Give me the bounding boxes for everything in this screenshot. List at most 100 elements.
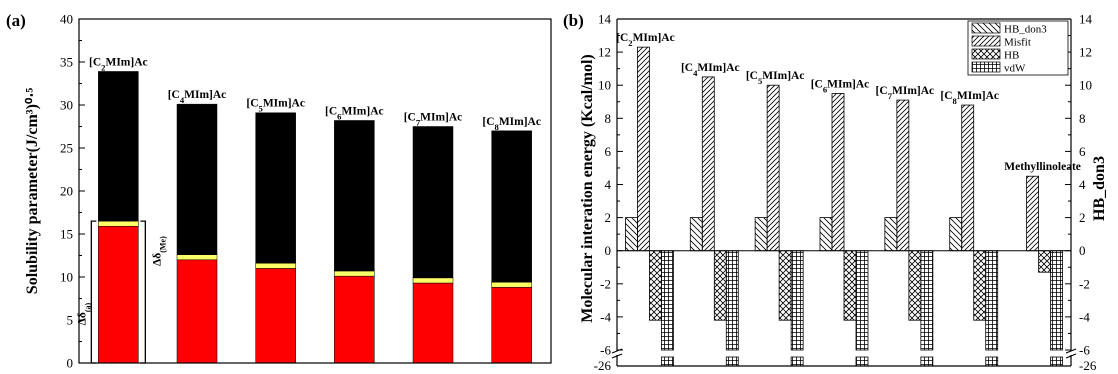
bar-label-[C6MIm]Ac: [C6MIm]Ac [811,78,870,94]
bar-vdW-[C6MIm]Ac [855,250,869,351]
y-tick-label: 10 [60,270,73,285]
bar-label-Methyllinoleate: Methyllinoleate [1004,161,1081,173]
bar-label-[C2MIm]Ac: [C2MIm]Ac [616,32,675,48]
y-tick-label: 40 [60,12,73,27]
y-axis-title: Molecular interation energy (Kcal/mol) [579,54,596,323]
bar-[C2MIm]Ac-segment-1 [98,220,139,227]
bar-label-[C6MIm]Ac-post: MIm]Ac [341,105,383,117]
bar-label-[C7MIm]Ac-post: MIm]Ac [420,112,462,124]
bar-[C5MIm]Ac-segment-2 [255,112,296,264]
y2-tick-label: 4 [1079,177,1086,192]
bar-label-[C6MIm]Ac-sub: 6 [823,84,828,94]
bar-vdW-[C4MIm]Ac-lower [725,356,739,367]
y-tick-label: 4 [605,177,612,192]
bar-label-[C2MIm]Ac-post: MIm]Ac [633,32,675,44]
bar-label-[C7MIm]Ac-sub: 7 [888,91,893,101]
bar-label-[C8MIm]Ac-post: MIm]Ac [957,90,999,102]
y-tick-label: 6 [605,144,612,159]
y-tick-label: -2 [600,276,611,291]
bar-label-[C8MIm]Ac-pre: [C [482,116,494,128]
bar-label-[C5MIm]Ac-pre: [C [746,70,758,82]
bar-[C5MIm]Ac-segment-1 [255,262,296,269]
y2-tick-label-broken: -26 [1079,358,1097,373]
bar-HB_don3-[C6MIm]Ac [819,217,833,252]
bar-HB-[C4MIm]Ac [713,250,727,321]
bar-label-[C6MIm]Ac: [C6MIm]Ac [325,105,384,121]
bar-vdW-[C5MIm]Ac-lower [790,356,804,367]
bar-label-[C8MIm]Ac-pre: [C [940,90,952,102]
panel-a-bars: [C2MIm]Ac[C4MIm]Ac[C5MIm]Ac[C6MIm]Ac[C7M… [89,56,541,364]
legend-label-HB: HB [1004,50,1019,62]
bar-vdW-[C2MIm]Ac-lower [661,356,674,367]
delta-a-label: Δδ(a) [76,302,92,325]
bar-label-[C4MIm]Ac: [C4MIm]Ac [168,89,227,105]
y2-tick-label: 6 [1079,144,1086,159]
bar-label-[C4MIm]Ac-sub: 4 [180,95,185,105]
y2-axis-title: HB_don3 [1091,156,1108,221]
y-tick-label: 12 [598,45,611,60]
y2-tick-label: 14 [1079,12,1093,27]
panel-a-annotations: Δδ(a)Δδ(Me) [76,220,167,364]
bar-HB_don3-[C7MIm]Ac [884,217,898,252]
bar-vdW-[C4MIm]Ac [725,250,739,351]
bar-vdW-[C8MIm]Ac [985,250,999,351]
bar-vdW-[C7MIm]Ac-lower [920,356,934,367]
y-tick-label: 15 [60,227,73,242]
delta-a-sub: (a) [83,302,92,312]
bar-label-[C8MIm]Ac-post: MIm]Ac [499,116,541,128]
bar-label-[C7MIm]Ac-pre: [C [876,85,888,97]
y-tick-label: -4 [600,309,611,324]
bar-Misfit-[C2MIm]Ac [637,46,650,252]
bar-label-[C2MIm]Ac-post: MIm]Ac [105,56,147,68]
bar-label-[C8MIm]Ac: [C8MIm]Ac [940,90,999,106]
delta-me-label: Δδ(Me) [151,236,167,266]
bar-[C8MIm]Ac-segment-1 [491,281,532,288]
y2-tick-label: 0 [1079,243,1086,258]
bar-Misfit-[C5MIm]Ac [766,84,780,252]
bar-label-[C2MIm]Ac-pre: [C [616,32,628,44]
legend-swatch-HB [971,48,1001,60]
legend-label-HB_don3: HB_don3 [1004,24,1047,36]
panel-a-label: (a) [6,11,26,30]
bar-label-[C4MIm]Ac-pre: [C [168,89,180,101]
bar-vdW-[C2MIm]Ac [661,250,674,351]
panel-b-label: (b) [563,11,584,30]
bar-[C8MIm]Ac-segment-0 [491,287,532,364]
legend-swatch-vdW [971,61,1001,73]
y-tick-label: 14 [598,12,612,27]
bar-[C5MIm]Ac-segment-0 [255,268,296,364]
bar-label-[C7MIm]Ac: [C7MIm]Ac [876,85,935,101]
bar-Misfit-[C6MIm]Ac [831,93,845,252]
bar-label-[C6MIm]Ac-pre: [C [811,78,823,90]
bar-label-[C5MIm]Ac-sub: 5 [758,76,762,86]
y-tick-label: 5 [67,313,74,328]
bar-[C6MIm]Ac-segment-1 [334,270,375,277]
y2-tick-label: -2 [1079,276,1090,291]
bracket-delta-a [90,220,97,364]
bar-vdW-[C7MIm]Ac [920,250,934,351]
bar-HB_don3-[C8MIm]Ac [949,217,963,252]
panel-a: (a) [C2MIm]Ac[C4MIm]Ac[C5MIm]Ac[C6MIm]Ac… [6,11,552,371]
bar-[C2MIm]Ac-segment-0 [98,226,139,364]
y-tick-label: 8 [605,111,612,126]
y-tick-label: 30 [60,98,73,113]
axis-break-mark [1065,348,1077,354]
bar-label-[C7MIm]Ac-sub: 7 [416,118,421,128]
bar-HB-[C2MIm]Ac [649,250,662,321]
bar-[C4MIm]Ac-segment-0 [176,259,218,364]
delta-me-base: Δδ [151,253,163,266]
bar-label-[C5MIm]Ac-post: MIm]Ac [263,98,305,110]
bar-Misfit-[C4MIm]Ac [701,76,715,252]
y2-tick-label: 2 [1079,210,1086,225]
y2-tick-label: -4 [1079,309,1090,324]
bar-vdW-[C5MIm]Ac [790,250,804,351]
bar-[C4MIm]Ac-segment-1 [176,254,218,261]
y2-tick-label: -6 [1079,343,1090,358]
bar-label-[C8MIm]Ac-sub: 8 [495,122,500,132]
bar-label-[C5MIm]Ac: [C5MIm]Ac [246,98,305,114]
y-tick-label: 0 [67,356,74,371]
bar-vdW-Methyllinoleate-lower [1050,356,1063,367]
